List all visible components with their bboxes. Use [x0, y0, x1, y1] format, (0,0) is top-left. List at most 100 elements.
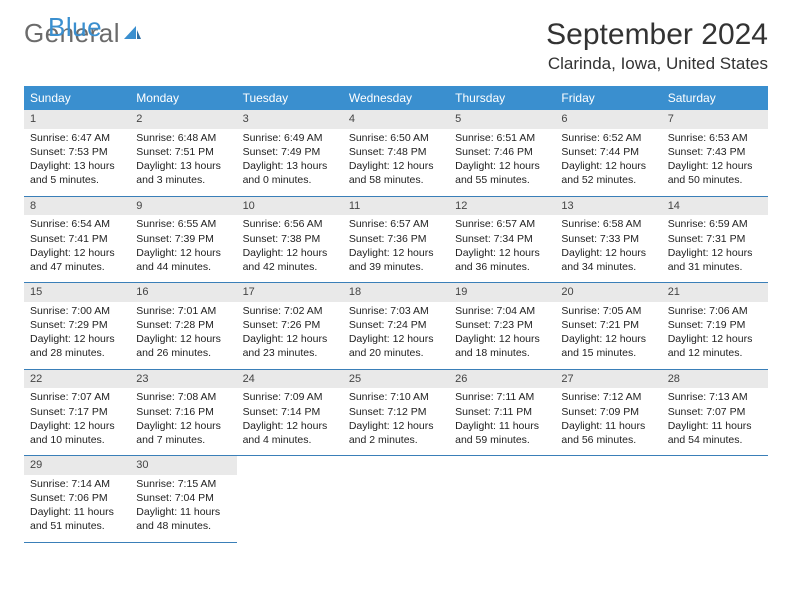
daylight-line: Daylight: 12 hours and 10 minutes. [30, 419, 124, 447]
sunrise-line: Sunrise: 6:47 AM [30, 131, 124, 145]
calendar-day-cell: 30Sunrise: 7:15 AMSunset: 7:04 PMDayligh… [130, 456, 236, 543]
calendar-day-cell: 4 Sunrise: 6:50 AMSunset: 7:48 PMDaylight… [343, 110, 449, 196]
calendar-day-cell: 2Sunrise: 6:48 AMSunset: 7:51 PMDaylight… [130, 110, 236, 196]
weekday-header: Monday [130, 86, 236, 110]
day-number: 25 [343, 370, 449, 389]
daylight-line: Daylight: 12 hours and 36 minutes. [455, 246, 549, 274]
daylight-line: Daylight: 12 hours and 20 minutes. [349, 332, 443, 360]
sunrise-line: Sunrise: 7:01 AM [136, 304, 230, 318]
calendar-day-cell: 26Sunrise: 7:11 AMSunset: 7:11 PMDayligh… [449, 369, 555, 456]
calendar-day-cell: 5Sunrise: 6:51 AMSunset: 7:46 PMDaylight… [449, 110, 555, 196]
sunrise-line: Sunrise: 7:08 AM [136, 390, 230, 404]
daylight-line: Daylight: 12 hours and 42 minutes. [243, 246, 337, 274]
calendar-day-cell: 23Sunrise: 7:08 AMSunset: 7:16 PMDayligh… [130, 369, 236, 456]
day-number: 14 [662, 197, 768, 216]
sunset-line: Sunset: 7:17 PM [30, 405, 124, 419]
sunset-line: Sunset: 7:44 PM [561, 145, 655, 159]
sunrise-line: Sunrise: 7:14 AM [30, 477, 124, 491]
day-number: 4 [343, 110, 449, 129]
title-block: September 2024 Clarinda, Iowa, United St… [546, 18, 768, 74]
day-number: 28 [662, 370, 768, 389]
weekday-header: Tuesday [237, 86, 343, 110]
daylight-line: Daylight: 12 hours and 50 minutes. [668, 159, 762, 187]
day-number: 3 [237, 110, 343, 129]
calendar-day-cell: 24Sunrise: 7:09 AMSunset: 7:14 PMDayligh… [237, 369, 343, 456]
calendar-day-cell [237, 456, 343, 543]
header: General Blue September 2024 Clarinda, Io… [24, 18, 768, 74]
sunset-line: Sunset: 7:29 PM [30, 318, 124, 332]
daylight-line: Daylight: 12 hours and 26 minutes. [136, 332, 230, 360]
day-number: 10 [237, 197, 343, 216]
day-number: 30 [130, 456, 236, 475]
sunset-line: Sunset: 7:41 PM [30, 232, 124, 246]
calendar-day-cell: 13Sunrise: 6:58 AMSunset: 7:33 PMDayligh… [555, 196, 661, 283]
weekday-header-row: SundayMondayTuesdayWednesdayThursdayFrid… [24, 86, 768, 110]
calendar-day-cell: 21Sunrise: 7:06 AMSunset: 7:19 PMDayligh… [662, 283, 768, 370]
sunset-line: Sunset: 7:38 PM [243, 232, 337, 246]
calendar-day-cell: 8Sunrise: 6:54 AMSunset: 7:41 PMDaylight… [24, 196, 130, 283]
sunset-line: Sunset: 7:43 PM [668, 145, 762, 159]
sunrise-line: Sunrise: 7:06 AM [668, 304, 762, 318]
daylight-line: Daylight: 11 hours and 59 minutes. [455, 419, 549, 447]
day-number: 6 [555, 110, 661, 129]
daylight-line: Daylight: 12 hours and 44 minutes. [136, 246, 230, 274]
calendar-day-cell: 20Sunrise: 7:05 AMSunset: 7:21 PMDayligh… [555, 283, 661, 370]
calendar-day-cell [555, 456, 661, 543]
calendar-day-cell: 28Sunrise: 7:13 AMSunset: 7:07 PMDayligh… [662, 369, 768, 456]
sunset-line: Sunset: 7:48 PM [349, 145, 443, 159]
sunset-line: Sunset: 7:04 PM [136, 491, 230, 505]
calendar-day-cell: 10Sunrise: 6:56 AMSunset: 7:38 PMDayligh… [237, 196, 343, 283]
calendar-day-cell: 1Sunrise: 6:47 AMSunset: 7:53 PMDaylight… [24, 110, 130, 196]
sunset-line: Sunset: 7:33 PM [561, 232, 655, 246]
calendar-day-cell: 27Sunrise: 7:12 AMSunset: 7:09 PMDayligh… [555, 369, 661, 456]
daylight-line: Daylight: 12 hours and 34 minutes. [561, 246, 655, 274]
sunrise-line: Sunrise: 7:02 AM [243, 304, 337, 318]
day-number: 20 [555, 283, 661, 302]
sunrise-line: Sunrise: 7:12 AM [561, 390, 655, 404]
sunrise-line: Sunrise: 7:10 AM [349, 390, 443, 404]
sunrise-line: Sunrise: 6:51 AM [455, 131, 549, 145]
sunset-line: Sunset: 7:53 PM [30, 145, 124, 159]
calendar-day-cell: 12Sunrise: 6:57 AMSunset: 7:34 PMDayligh… [449, 196, 555, 283]
month-title: September 2024 [546, 18, 768, 52]
sunrise-line: Sunrise: 7:09 AM [243, 390, 337, 404]
sunset-line: Sunset: 7:21 PM [561, 318, 655, 332]
day-number: 19 [449, 283, 555, 302]
daylight-line: Daylight: 11 hours and 54 minutes. [668, 419, 762, 447]
calendar-day-cell: 3Sunrise: 6:49 AMSunset: 7:49 PMDaylight… [237, 110, 343, 196]
location: Clarinda, Iowa, United States [546, 54, 768, 74]
day-number: 17 [237, 283, 343, 302]
calendar-day-cell: 15Sunrise: 7:00 AMSunset: 7:29 PMDayligh… [24, 283, 130, 370]
sunrise-line: Sunrise: 6:57 AM [455, 217, 549, 231]
calendar-week-row: 1Sunrise: 6:47 AMSunset: 7:53 PMDaylight… [24, 110, 768, 196]
sunrise-line: Sunrise: 7:00 AM [30, 304, 124, 318]
sunset-line: Sunset: 7:51 PM [136, 145, 230, 159]
weekday-header: Sunday [24, 86, 130, 110]
day-number: 22 [24, 370, 130, 389]
weekday-header: Saturday [662, 86, 768, 110]
day-number: 23 [130, 370, 236, 389]
day-number: 26 [449, 370, 555, 389]
daylight-line: Daylight: 13 hours and 5 minutes. [30, 159, 124, 187]
calendar-day-cell: 29Sunrise: 7:14 AMSunset: 7:06 PMDayligh… [24, 456, 130, 543]
calendar-day-cell: 11Sunrise: 6:57 AMSunset: 7:36 PMDayligh… [343, 196, 449, 283]
calendar-week-row: 22Sunrise: 7:07 AMSunset: 7:17 PMDayligh… [24, 369, 768, 456]
sunset-line: Sunset: 7:12 PM [349, 405, 443, 419]
calendar-day-cell: 25Sunrise: 7:10 AMSunset: 7:12 PMDayligh… [343, 369, 449, 456]
daylight-line: Daylight: 13 hours and 3 minutes. [136, 159, 230, 187]
daylight-line: Daylight: 12 hours and 2 minutes. [349, 419, 443, 447]
sunset-line: Sunset: 7:23 PM [455, 318, 549, 332]
day-number: 21 [662, 283, 768, 302]
calendar-day-cell: 16Sunrise: 7:01 AMSunset: 7:28 PMDayligh… [130, 283, 236, 370]
daylight-line: Daylight: 12 hours and 58 minutes. [349, 159, 443, 187]
day-number: 11 [343, 197, 449, 216]
sunset-line: Sunset: 7:09 PM [561, 405, 655, 419]
sunset-line: Sunset: 7:31 PM [668, 232, 762, 246]
daylight-line: Daylight: 12 hours and 18 minutes. [455, 332, 549, 360]
weekday-header: Wednesday [343, 86, 449, 110]
sunrise-line: Sunrise: 6:50 AM [349, 131, 443, 145]
daylight-line: Daylight: 11 hours and 51 minutes. [30, 505, 124, 533]
sunrise-line: Sunrise: 7:11 AM [455, 390, 549, 404]
daylight-line: Daylight: 12 hours and 15 minutes. [561, 332, 655, 360]
sunset-line: Sunset: 7:11 PM [455, 405, 549, 419]
